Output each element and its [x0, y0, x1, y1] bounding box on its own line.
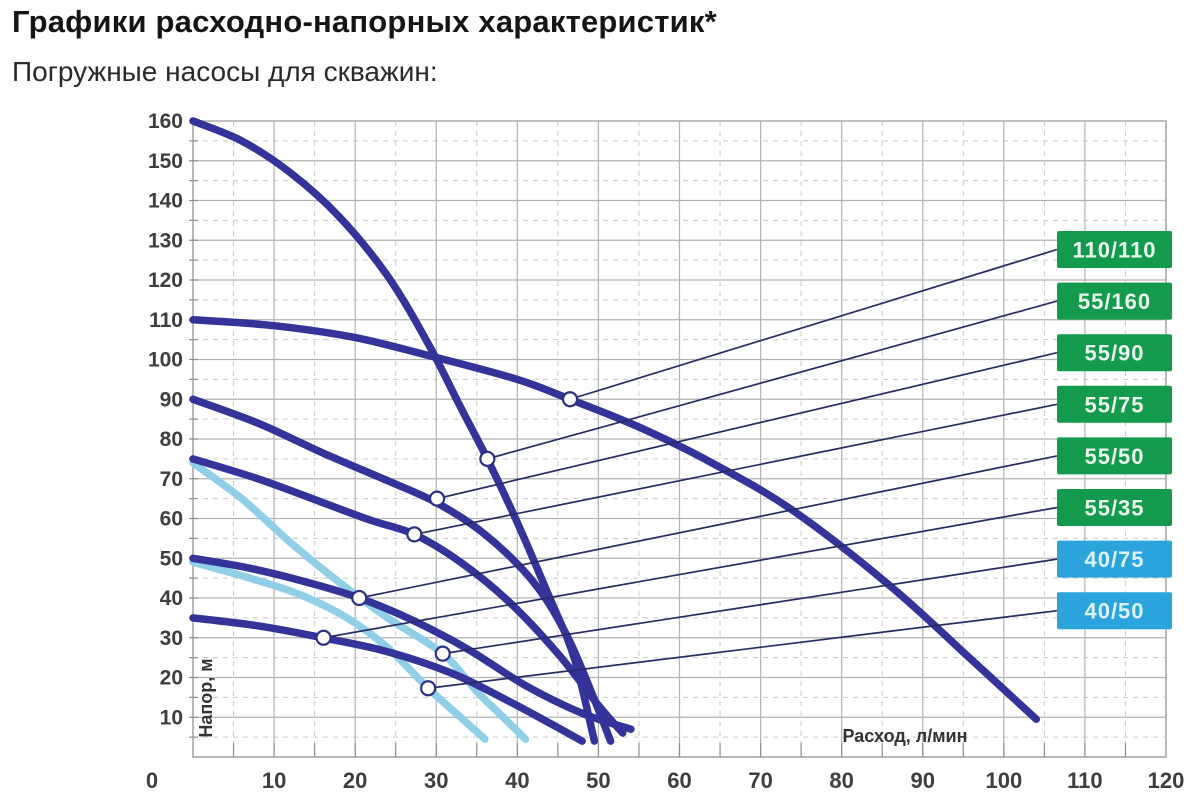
y-tick-label: 90	[160, 388, 183, 411]
pump-model-badge-label: 55/160	[1078, 289, 1151, 314]
x-tick-label: 0	[146, 768, 158, 793]
page-title: Графики расходно-напорных характеристик*	[12, 4, 717, 39]
y-tick-label: 150	[148, 150, 183, 173]
pump-model-badge-110-110	[1057, 231, 1172, 268]
pump-model-badge-label: 55/50	[1084, 444, 1144, 469]
y-tick-label: 60	[160, 508, 183, 531]
curve-55-50	[189, 554, 635, 733]
leader-line-40-50	[428, 609, 1058, 690]
curve-55-75	[189, 455, 627, 737]
x-axis-title: Расход, л/мин	[843, 726, 968, 746]
y-tick-label: 10	[160, 706, 183, 729]
pump-model-badge-label: 40/75	[1084, 547, 1144, 572]
x-tick-label: 40	[505, 768, 529, 793]
x-tick-label: 100	[985, 768, 1022, 793]
curve-40-75	[189, 459, 530, 743]
y-tick-label: 100	[148, 349, 183, 372]
leader-line-55-90	[436, 351, 1058, 500]
x-tick-label: 10	[262, 768, 286, 793]
curve-marker-110-110	[561, 391, 579, 408]
curve-marker-55-160	[479, 450, 496, 467]
pump-model-badge-40-50	[1057, 592, 1172, 630]
pump-model-badge-40-75	[1057, 540, 1172, 578]
pump-model-badge-55-50	[1057, 437, 1172, 475]
y-tick-label: 70	[160, 468, 183, 491]
x-tick-label: 70	[748, 768, 772, 793]
curve-marker-55-90	[428, 490, 446, 507]
leader-line-40-75	[442, 558, 1058, 655]
leader-line-55-160	[487, 300, 1058, 460]
curve-110-110	[189, 316, 1041, 723]
leader-line-110-110	[569, 248, 1058, 401]
curve-55-35	[189, 614, 586, 745]
curve-marker-55-50	[351, 589, 368, 607]
x-tick-label: 110	[1067, 768, 1103, 793]
x-tick-label: 80	[829, 768, 853, 793]
pump-model-badge-label: 55/75	[1084, 392, 1144, 417]
pump-model-badge-label: 110/110	[1072, 238, 1156, 263]
y-tick-label: 120	[148, 269, 183, 292]
page-subtitle: Погружные насосы для скважин:	[12, 56, 438, 87]
pump-model-badge-label: 55/35	[1084, 496, 1144, 521]
pump-model-badge-label: 55/90	[1084, 341, 1144, 366]
pump-model-badge-55-75	[1057, 385, 1172, 423]
y-tick-label: 160	[148, 110, 183, 133]
pump-model-badge-55-90	[1057, 334, 1172, 372]
x-tick-label: 20	[343, 768, 367, 793]
y-tick-label: 20	[160, 667, 183, 690]
y-tick-label: 80	[160, 428, 183, 451]
curve-marker-40-50	[420, 680, 437, 697]
pump-model-badge-55-160	[1057, 282, 1172, 320]
x-tick-label: 50	[586, 768, 610, 793]
x-tick-label: 30	[424, 768, 448, 793]
curve-marker-55-35	[315, 629, 332, 646]
x-tick-label: 120	[1148, 768, 1185, 793]
y-axis-title: Напор, м	[196, 658, 216, 737]
y-tick-label: 140	[148, 190, 183, 213]
y-tick-label: 110	[149, 309, 183, 332]
pump-model-badge-label: 40/50	[1084, 599, 1144, 624]
y-tick-label: 40	[160, 587, 183, 610]
leader-line-55-50	[359, 455, 1058, 599]
curve-40-50	[189, 558, 489, 743]
leader-line-55-75	[414, 403, 1058, 536]
x-tick-label: 90	[911, 768, 935, 793]
y-tick-label: 30	[160, 627, 183, 650]
pump-model-badge-55-35	[1057, 489, 1172, 526]
y-tick-label: 50	[160, 547, 183, 570]
leader-line-55-35	[323, 506, 1058, 639]
curve-marker-40-75	[434, 645, 451, 662]
x-tick-label: 60	[667, 768, 691, 793]
curve-marker-55-75	[406, 526, 423, 543]
y-tick-label: 130	[148, 229, 183, 252]
curve-55-90	[189, 395, 615, 745]
